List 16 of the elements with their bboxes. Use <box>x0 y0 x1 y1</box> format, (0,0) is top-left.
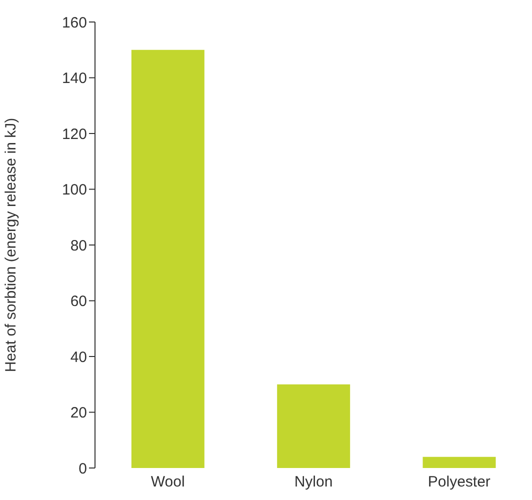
y-tick-label: 0 <box>78 460 87 478</box>
y-tick-label: 160 <box>62 14 87 32</box>
y-axis-title: Heat of sorbtion (energy release in kJ) <box>2 118 20 372</box>
y-tick-label: 20 <box>70 404 87 422</box>
y-tick-label: 40 <box>70 348 87 366</box>
x-tick-label: Polyester <box>428 474 490 491</box>
y-tick-label: 80 <box>70 237 87 254</box>
y-tick-label: 60 <box>70 293 87 310</box>
y-tick-label: 100 <box>62 182 87 199</box>
x-tick-label: Nylon <box>294 474 333 491</box>
x-tick-label: Wool <box>150 474 185 491</box>
bar <box>131 50 204 468</box>
bar <box>277 384 350 468</box>
bar <box>422 456 496 468</box>
y-tick-label: 140 <box>62 70 87 88</box>
y-tick-label: 120 <box>62 126 87 143</box>
